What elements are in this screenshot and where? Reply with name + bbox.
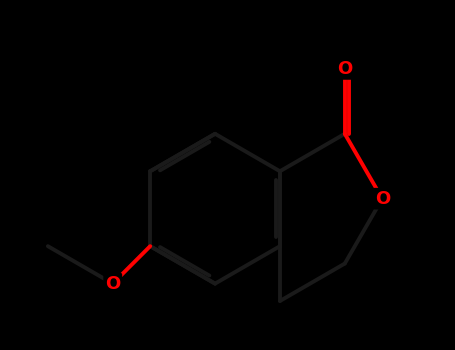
Text: O: O [374,190,390,208]
Text: O: O [105,275,121,293]
Text: O: O [337,60,353,78]
